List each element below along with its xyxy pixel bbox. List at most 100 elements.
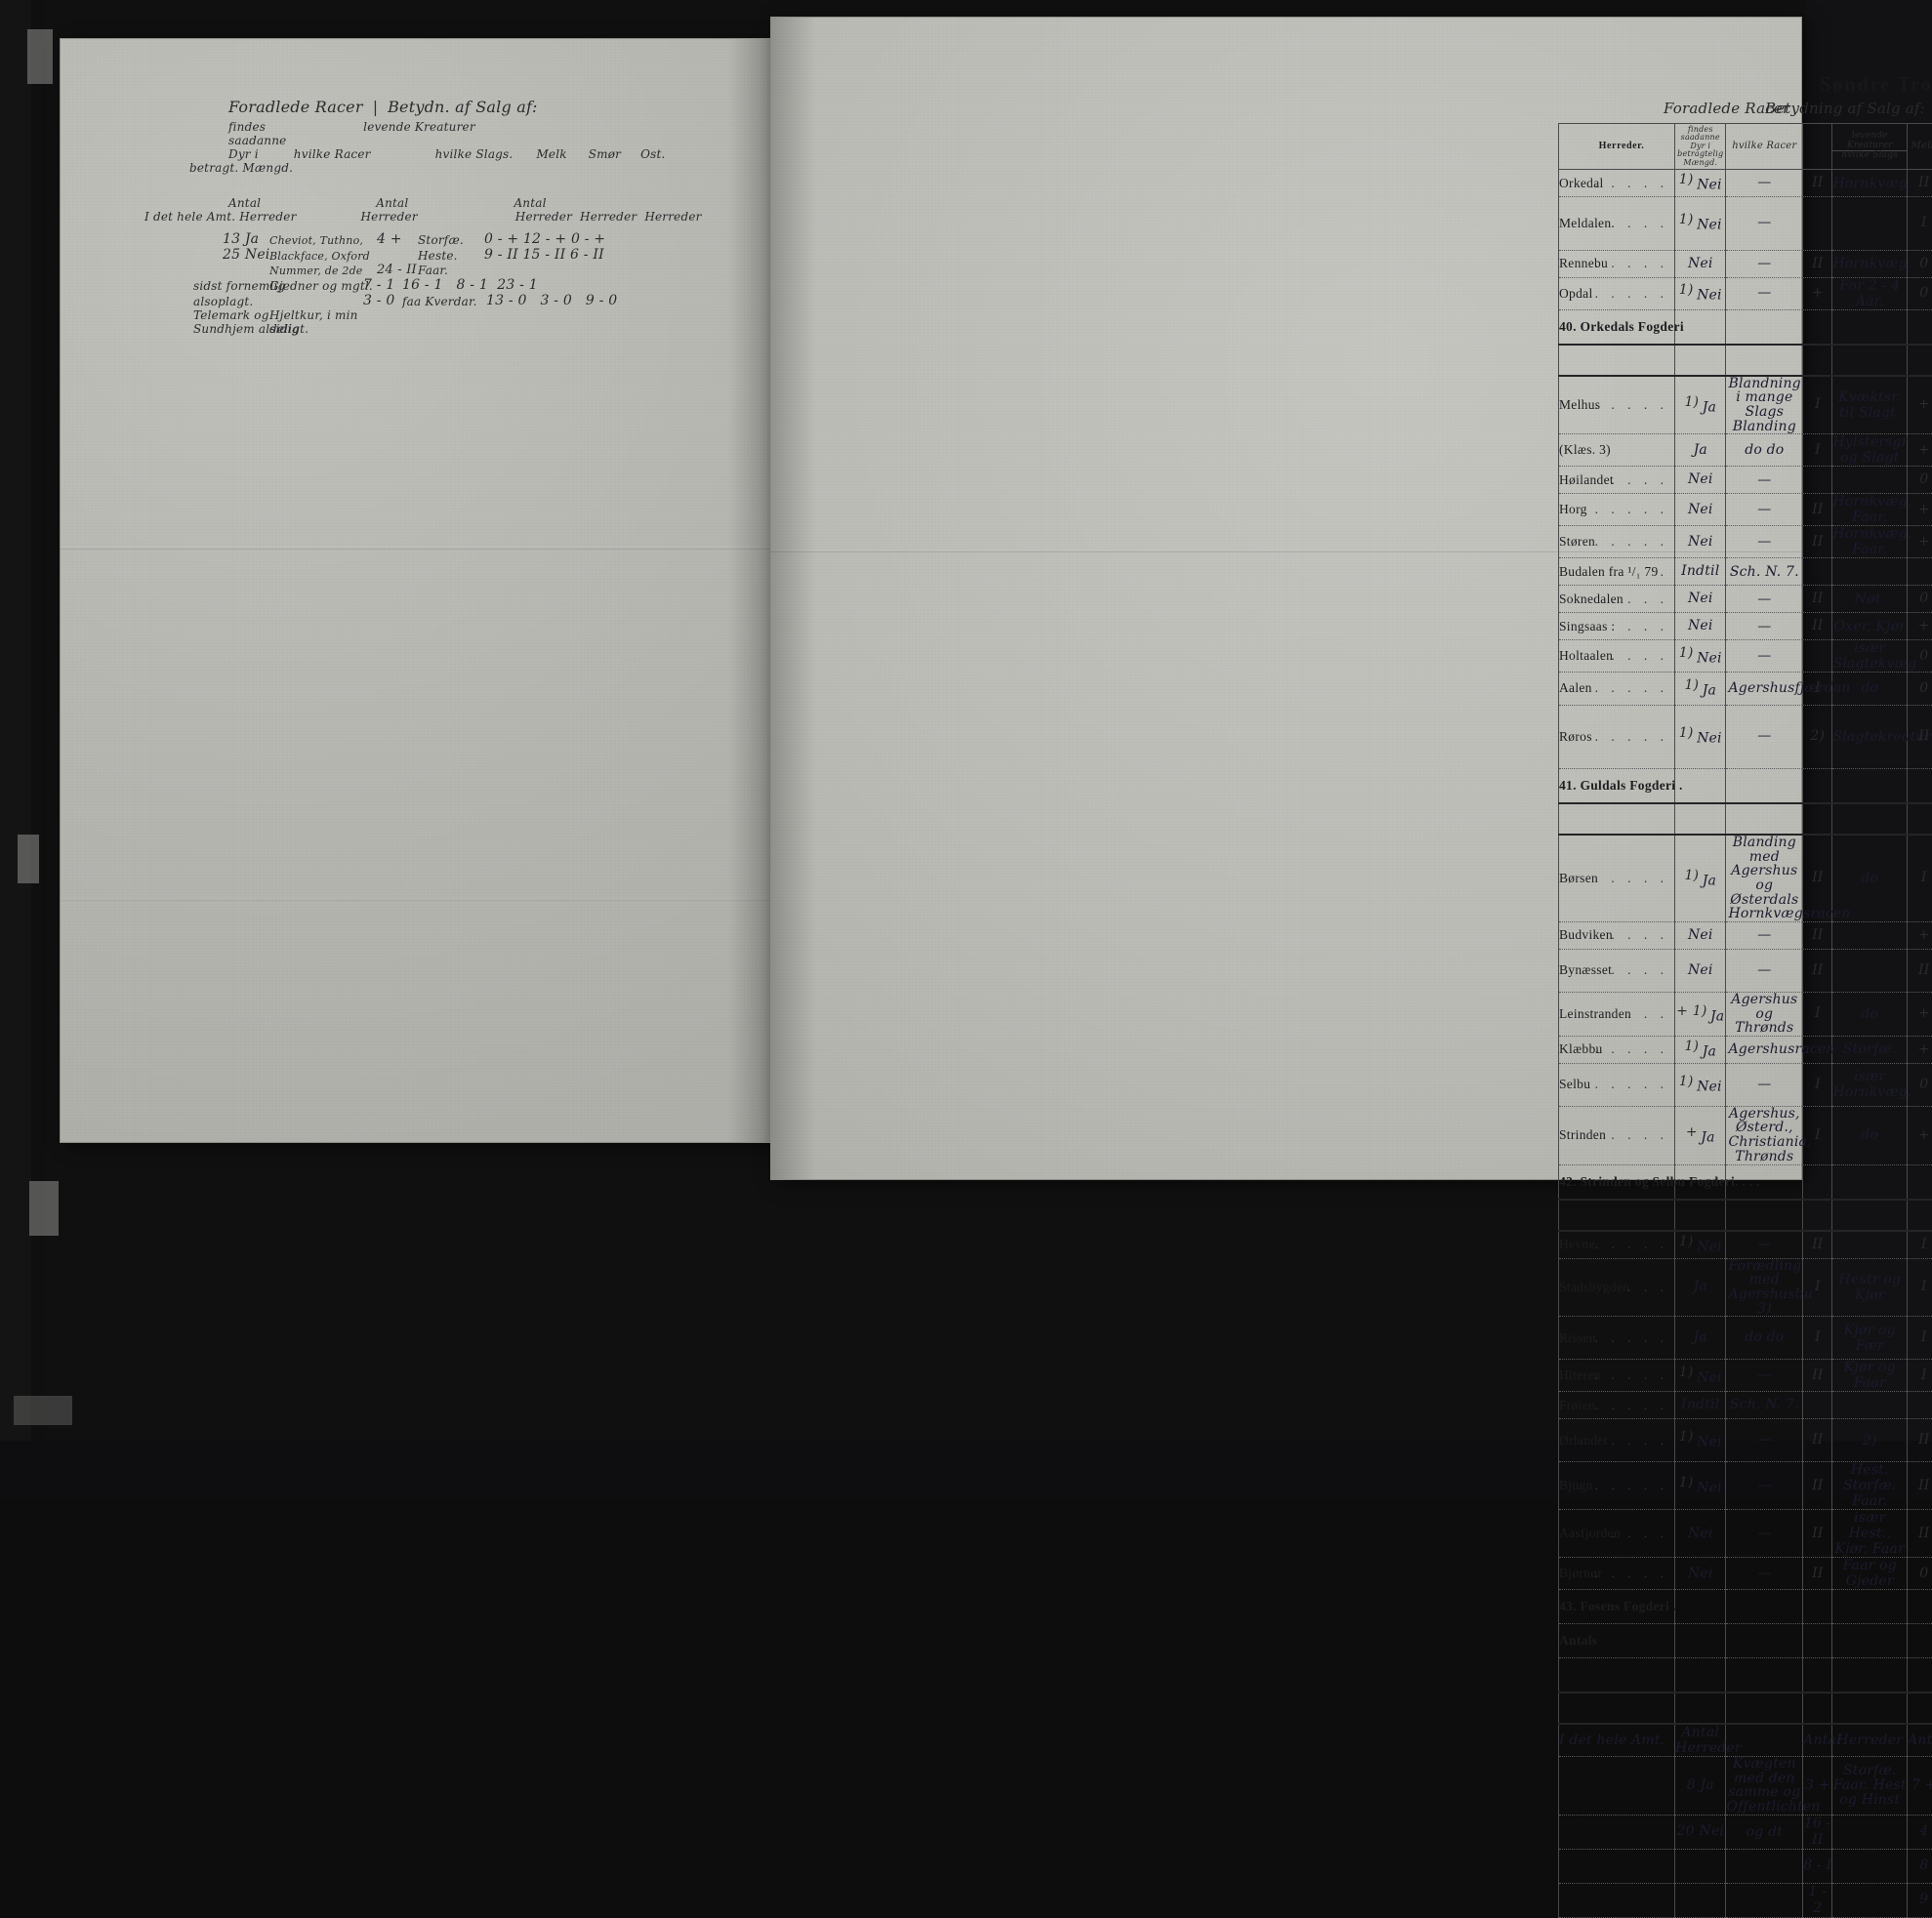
- cell-hvilke-racer-value: Agershusracen: [1728, 1041, 1834, 1057]
- leader-dots: . . . .: [1611, 472, 1668, 488]
- cell-levende-kreaturer: II: [1803, 526, 1832, 558]
- cell-hvilke-slags: Faar og Gjeder: [1832, 1558, 1908, 1590]
- cell-hvilke-slags-value: Hornkvæg, Faar.: [1832, 494, 1911, 525]
- spacer-cell: [1832, 1693, 1908, 1724]
- cell-findes: 1) Ja: [1675, 835, 1726, 922]
- cell-levende-kreaturer-value: II: [1812, 1526, 1823, 1541]
- table-row: Hevne. . . . .1) Nei—IIIIII0,099,601) Af…: [1559, 1231, 1932, 1259]
- cell-hvilke-slags: do: [1832, 992, 1908, 1036]
- leader-dots: . . . .: [1611, 962, 1668, 978]
- spacer-cell: [1803, 345, 1832, 376]
- cell-melk: 0: [1908, 586, 1932, 613]
- leader-dots: . . . . .: [1595, 286, 1668, 302]
- cell-levende-kreaturer: II: [1803, 1231, 1832, 1259]
- note-r4-a: sidst fornemlig: [193, 279, 269, 293]
- cell-levende-kreaturer-value: I: [1815, 1329, 1821, 1345]
- row-label-herred: Hevne. . . . .: [1559, 1231, 1675, 1259]
- cell-findes-value: Nei: [1688, 1566, 1713, 1581]
- cell-racer-wrap: do do: [1726, 1317, 1803, 1360]
- cell-racer-wrap: —: [1726, 949, 1803, 992]
- cell-findes: + Ja: [1675, 1106, 1726, 1164]
- row-label-herred: 41. Guldals Fogderi .: [1559, 768, 1675, 803]
- cell-findes: Indtil: [1675, 558, 1726, 586]
- herred-name: Budalen fra ¹/₁ 79: [1559, 564, 1659, 579]
- footnote-ref: 1): [1679, 645, 1694, 661]
- col-hvilke-slags-label: hvilke Slags: [1842, 150, 1898, 160]
- cell-findes-value: Ja: [1694, 1279, 1707, 1294]
- cell-levende-kreaturer-value: II: [1812, 256, 1823, 271]
- spacer-cell: [1675, 803, 1726, 835]
- cell-findes: Ja: [1675, 1258, 1726, 1317]
- leader-dots: . . . . .: [1595, 1367, 1668, 1383]
- cell-levende-kreaturer-value: 2): [1810, 728, 1825, 744]
- cell-melk: 0: [1908, 1558, 1932, 1590]
- cell-hvilke-racer-value: —: [1757, 619, 1771, 634]
- note-r1-c: 4 +: [377, 231, 418, 247]
- gutter-shadow-left: [728, 39, 773, 1142]
- table-subtotal-row: Antals25242: [1559, 1624, 1932, 1658]
- cell-levende-kreaturer: II: [1803, 1462, 1832, 1510]
- total-r1-lev-value: 3 +: [1805, 1777, 1830, 1793]
- cell-hvilke-slags: [1832, 467, 1908, 494]
- total-r2-findes-value: 20 Nei: [1677, 1823, 1724, 1839]
- note-r7-a: Sundhjem alsidig: [193, 322, 269, 336]
- row-label-herred: Frøien. . . . .: [1559, 1392, 1675, 1419]
- cell-racer-wrap: —: [1726, 1462, 1803, 1510]
- cell-melk-value: 0: [1919, 680, 1928, 696]
- cell-melk-value: 0: [1919, 1077, 1928, 1092]
- herred-name: Singsaas :: [1559, 619, 1615, 633]
- note-r2-d: Heste.: [418, 249, 484, 263]
- cell-levende-kreaturer: II: [1803, 949, 1832, 992]
- total-r2-slags: og dt: [1726, 1815, 1803, 1849]
- total-r3-lev-value: 8 - I: [1803, 1857, 1831, 1873]
- cell-hvilke-slags: [1832, 921, 1908, 949]
- cell-racer-wrap: Blandning i mange Slags Blanding: [1726, 376, 1803, 434]
- cell-racer-wrap: —: [1726, 250, 1803, 277]
- row-label-herred: Holtaalen. . . .: [1559, 640, 1675, 673]
- cell-melk: II: [1908, 949, 1932, 992]
- cell-racer-wrap: [1726, 768, 1803, 803]
- total-r3-melk-value: 8: [1919, 1857, 1928, 1873]
- note-r2-b: Blackface, Oxford: [269, 250, 377, 263]
- cell-levende-kreaturer: II: [1803, 921, 1832, 949]
- cell-hvilke-slags-value: 2): [1863, 1433, 1877, 1449]
- cell-melk-value: I: [1921, 1237, 1927, 1252]
- cell-hvilke-slags: [1832, 197, 1908, 251]
- footnote-ref: 1): [1679, 1074, 1694, 1089]
- row-label-herred: 40. Orkedals Fogderi: [1559, 309, 1675, 345]
- leader-dots: . . . .: [1611, 927, 1668, 943]
- cell-hvilke-slags: [1832, 309, 1908, 345]
- row-label-herred: Bjørnør. . . . .: [1559, 1558, 1675, 1590]
- cell-levende-kreaturer: I: [1803, 1063, 1832, 1106]
- right-page: Søndre Trondhjems Amt. Foradlede Racer B…: [771, 18, 1801, 1179]
- cell-findes: Nei: [1675, 467, 1726, 494]
- leader-dots: . . . .: [1611, 1127, 1668, 1143]
- cell-hvilke-slags: [1832, 558, 1908, 586]
- total-r2-slags-value: og dt: [1747, 1824, 1783, 1840]
- note-r6-a: Telemark og: [193, 308, 269, 322]
- cell-hvilke-racer-value: —: [1757, 256, 1771, 271]
- cell-hvilke-slags: Hestr og Kjør: [1832, 1258, 1908, 1317]
- table-subtotal-row: 42. Strinden og Selbu Fogderi. . . .0.67…: [1559, 1164, 1932, 1200]
- spacer-cell: [1559, 345, 1675, 376]
- cell-melk-value: II: [1918, 1432, 1929, 1448]
- cell-hvilke-racer-value: —: [1757, 472, 1771, 488]
- cell-levende-kreaturer-value: II: [1812, 870, 1823, 885]
- cell-findes-value: Nei: [1697, 651, 1722, 667]
- herred-name: Hevne: [1559, 1237, 1595, 1251]
- cell-hvilke-slags: Hornkvæg, Faar.: [1832, 494, 1908, 526]
- cell-levende-kreaturer: I: [1803, 992, 1832, 1036]
- table-spacer-row: [1559, 1693, 1932, 1724]
- cell-hvilke-racer-value: do do: [1745, 1329, 1784, 1345]
- note-antal-3: Antal: [514, 196, 546, 210]
- leader-dots: . . . . .: [1595, 502, 1668, 517]
- leader-dots: . . . . .: [1595, 680, 1668, 696]
- herred-name: Bjugn: [1559, 1478, 1593, 1492]
- cell-melk-value: 0: [1919, 471, 1928, 487]
- cell-melk-value: 0: [1919, 256, 1928, 271]
